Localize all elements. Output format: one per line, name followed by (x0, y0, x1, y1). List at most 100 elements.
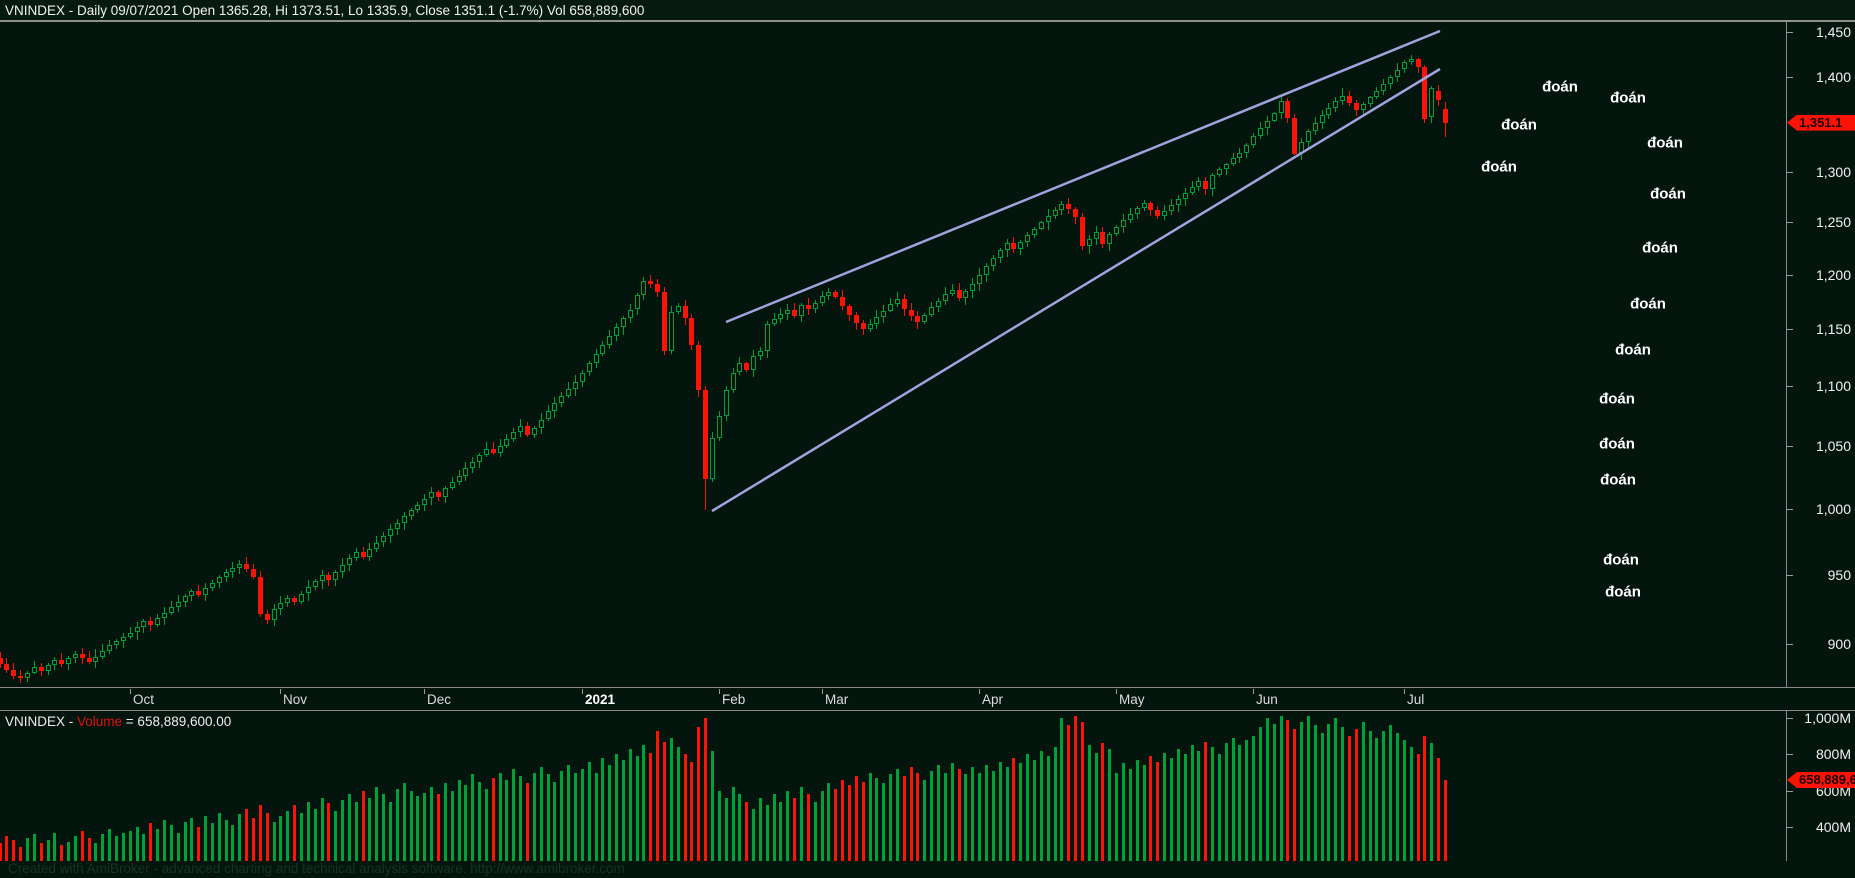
candle (271, 608, 277, 620)
price-pane[interactable]: đoán đoán đoán đoán đoán đoán đoán đoán đoán đoán… (0, 22, 1855, 687)
candle (942, 294, 948, 301)
text-annotation[interactable]: đoán (1650, 185, 1686, 203)
volume-bar (834, 788, 838, 861)
volume-bar (752, 808, 755, 861)
candle (251, 569, 256, 578)
text-annotation[interactable]: đoán (1599, 390, 1635, 408)
volume-tick (1786, 718, 1793, 719)
price-tick (1786, 386, 1793, 388)
candle (1353, 102, 1359, 111)
trendline-lower[interactable] (711, 67, 1441, 513)
volume-bar (1108, 748, 1112, 861)
volume-bar (1320, 732, 1324, 861)
text-annotation[interactable]: đoán (1647, 134, 1683, 152)
volume-bar (1211, 747, 1214, 861)
volume-bar (1019, 763, 1023, 861)
candle (614, 327, 619, 337)
candle (901, 298, 907, 310)
text-annotation[interactable]: đoán (1501, 116, 1537, 134)
candle (374, 542, 380, 550)
volume-bar (1087, 745, 1091, 861)
candle (120, 636, 126, 641)
volume-bar (656, 730, 660, 861)
volume-bar (1375, 738, 1379, 861)
volume-pane[interactable]: VNINDEX - Volume = 658,889,600.00 (0, 712, 1855, 878)
candle (312, 581, 318, 587)
volume-bar (601, 758, 605, 861)
candle (1312, 122, 1318, 132)
volume-bar (532, 772, 536, 861)
volume-bar (361, 790, 365, 861)
volume-bar (1094, 752, 1098, 861)
text-annotation[interactable]: đoán (1605, 583, 1641, 601)
candle (936, 300, 941, 308)
text-annotation[interactable]: đoán (1481, 158, 1517, 176)
volume-bar (436, 794, 440, 861)
volume-bar (101, 834, 105, 861)
volume-bar (252, 817, 255, 861)
volume-bar (1101, 743, 1105, 861)
volume-bar (1217, 754, 1221, 861)
candle-wick (773, 312, 775, 326)
text-annotation[interactable]: đoán (1542, 78, 1578, 96)
volume-bar (875, 778, 879, 861)
volume-bar (806, 794, 810, 861)
candle (292, 597, 298, 602)
volume-bar (0, 843, 2, 861)
candle (1436, 90, 1441, 101)
volume-bar (663, 741, 666, 861)
candle (483, 448, 489, 455)
volume-bar (998, 761, 1002, 861)
time-axis-label: 2021 (585, 692, 616, 707)
volume-bar (1197, 750, 1201, 861)
volume-bar (416, 796, 420, 861)
candle (209, 582, 215, 588)
volume-bar (245, 808, 249, 861)
time-axis-label: Jun (1256, 692, 1278, 707)
text-annotation[interactable]: đoán (1642, 239, 1678, 257)
volume-bar (279, 816, 283, 861)
volume-bar (238, 814, 242, 861)
volume-bar (546, 774, 550, 861)
volume-bar (868, 772, 872, 861)
text-annotation[interactable]: đoán (1603, 551, 1639, 569)
candle (1442, 109, 1448, 123)
candle (388, 529, 393, 536)
text-annotation[interactable]: đoán (1599, 435, 1635, 453)
candle (723, 389, 729, 416)
time-tick (582, 689, 583, 694)
candle (429, 492, 435, 499)
trendline-upper[interactable] (725, 29, 1441, 324)
volume-bar (1128, 768, 1132, 861)
candle (1264, 120, 1270, 129)
time-tick (822, 689, 823, 694)
volume-bar (820, 790, 824, 861)
candle (216, 577, 222, 583)
text-annotation[interactable]: đoán (1630, 295, 1666, 313)
candle (401, 516, 407, 523)
candle (641, 281, 647, 296)
time-axis-label: Apr (982, 692, 1004, 707)
volume-bar (930, 770, 934, 861)
volume-bar (937, 765, 940, 861)
time-axis[interactable]: Oct Nov Dec 2021 Feb Mar Apr May Jun Jul (0, 687, 1855, 711)
volume-bar (1341, 727, 1345, 861)
candle (264, 614, 270, 620)
price-axis-label: 1,250 (1815, 214, 1851, 231)
candle (45, 665, 51, 672)
text-annotation[interactable]: đoán (1615, 341, 1651, 359)
volume-bar (108, 828, 112, 861)
candle (949, 289, 955, 295)
volume-bar (12, 839, 16, 861)
text-annotation[interactable]: đoán (1610, 89, 1646, 107)
candle (538, 419, 544, 428)
candle (716, 415, 722, 438)
candle (1114, 226, 1120, 234)
volume-bar (519, 776, 523, 861)
volume-bar (293, 805, 297, 861)
candle (518, 425, 524, 432)
text-annotation[interactable]: đoán (1600, 471, 1636, 489)
volume-tick (1786, 790, 1793, 792)
volume-bar (991, 770, 995, 861)
candle (1189, 187, 1195, 193)
